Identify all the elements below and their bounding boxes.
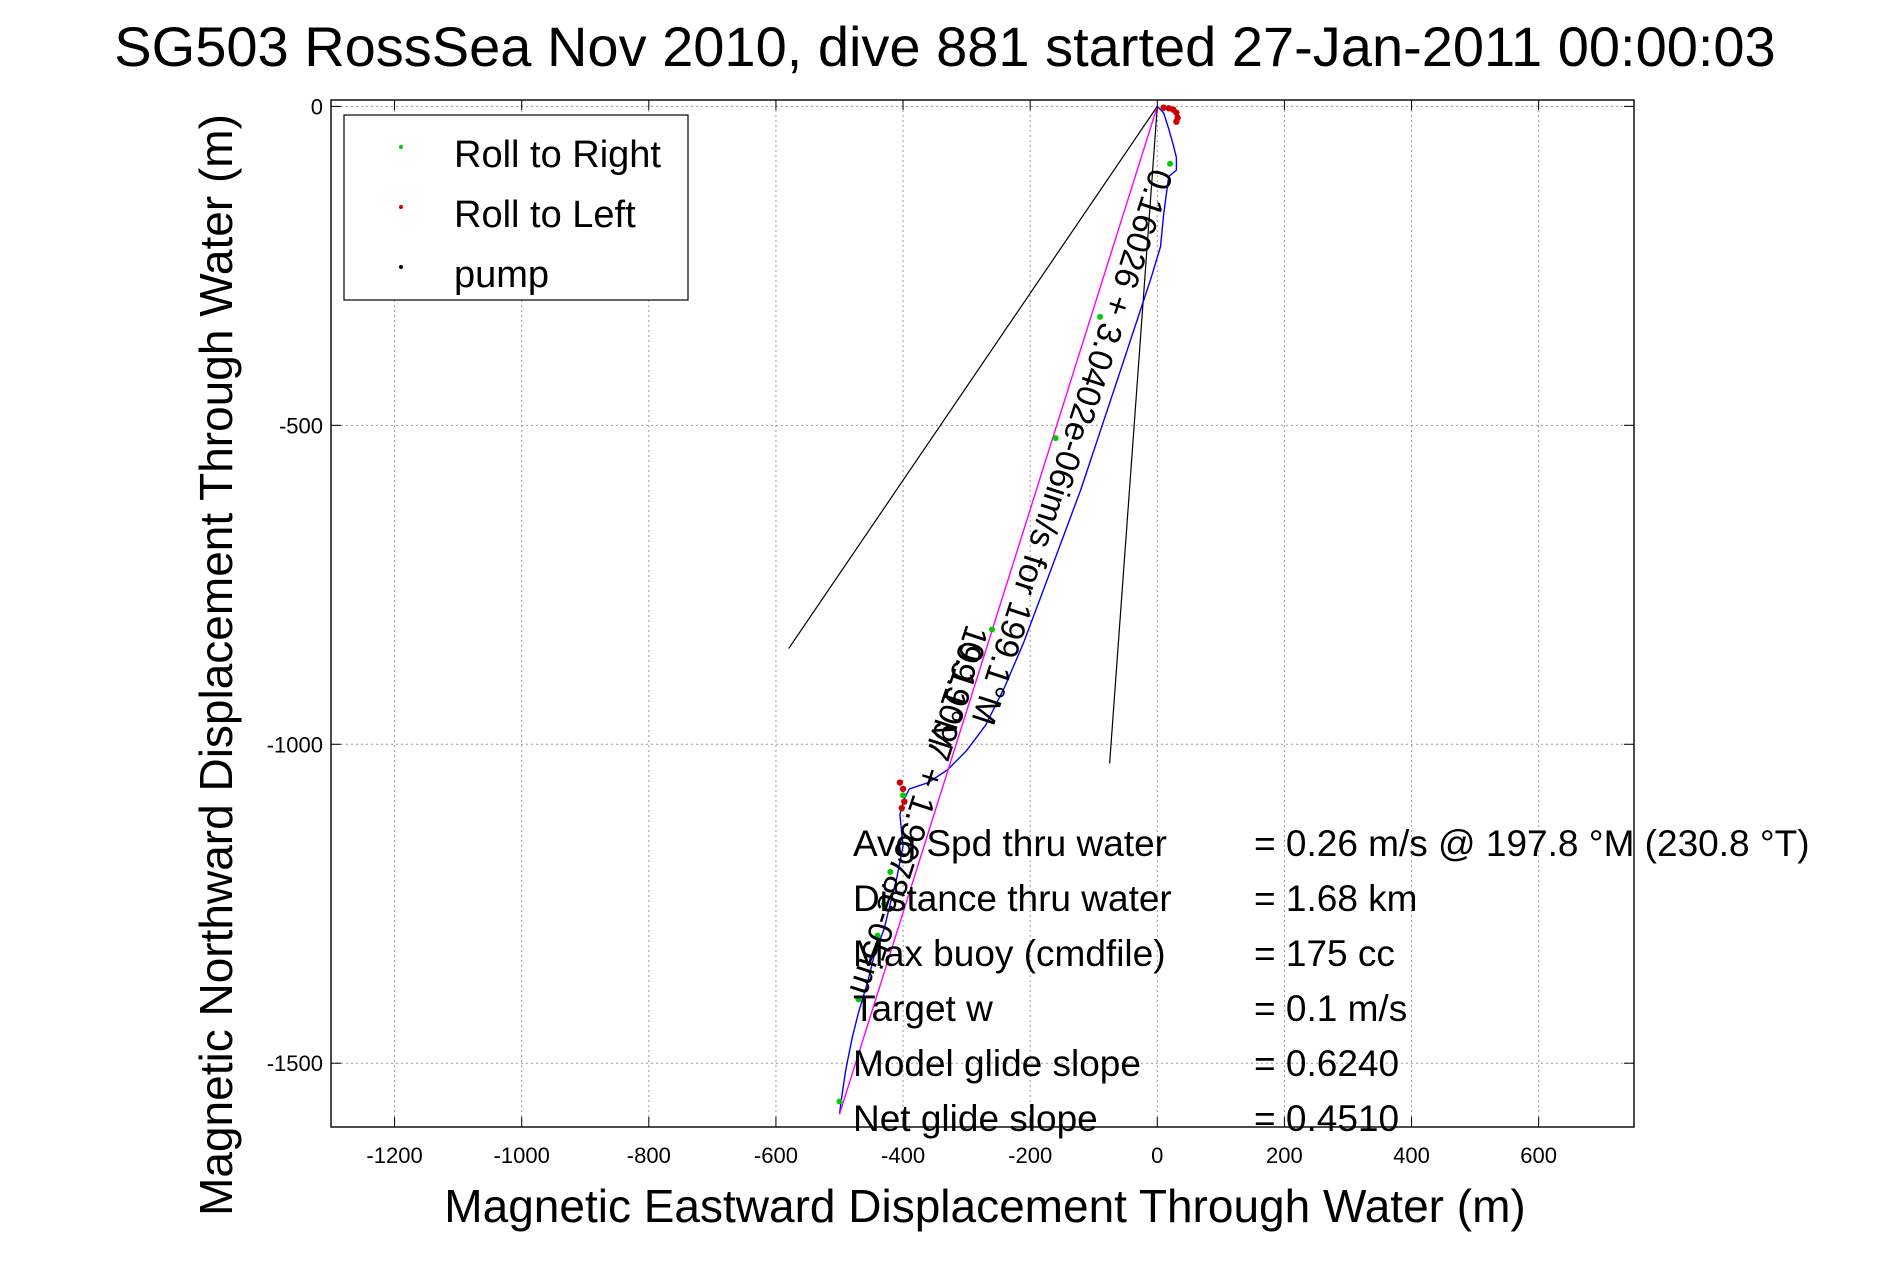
stat-value: = 1.68 km (1254, 878, 1418, 919)
roll-left-point (1173, 109, 1180, 116)
series-line (838, 105, 1178, 1115)
roll-left-point (898, 804, 905, 812)
y-tick-label: -1000 (267, 732, 323, 757)
roll-left-point (1160, 104, 1167, 111)
y-tick-label: -1500 (267, 1051, 323, 1076)
x-tick-label: 0 (1151, 1143, 1163, 1168)
legend-label: pump (454, 254, 549, 296)
x-tick-label: -800 (627, 1143, 671, 1168)
x-tick-label: 400 (1393, 1143, 1430, 1168)
stat-value: = 0.4510 (1254, 1098, 1399, 1139)
x-tick-label: -1200 (366, 1143, 422, 1168)
stat-label: Model glide slope (853, 1043, 1141, 1084)
x-axis-label: Magnetic Eastward Displacement Through W… (444, 1180, 1525, 1232)
roll-right-point (855, 996, 862, 1003)
plot-frame (330, 99, 1635, 1128)
roll-right-point (1097, 313, 1104, 320)
roll-right-point (1052, 435, 1059, 442)
roll-right-point (880, 900, 887, 907)
chart-title: SG503 RossSea Nov 2010, dive 881 started… (114, 15, 1775, 78)
heading-line (788, 106, 1158, 649)
roll-right-point (887, 868, 894, 875)
stat-value: = 0.26 m/s @ 197.8 °M (230.8 °T) (1254, 823, 1810, 864)
plot-area: -1200 -1000 -800 -600 -400 -200 0 200 400 600 0 -50… (267, 94, 1635, 1168)
x-tick-label: -200 (1008, 1143, 1052, 1168)
stat-label: Max buoy (cmdfile) (853, 933, 1166, 974)
stat-label: Avg Spd thru water (853, 823, 1167, 864)
stat-value: = 175 cc (1254, 933, 1395, 974)
legend-marker (399, 145, 403, 149)
roll-left-point (901, 798, 908, 805)
x-tick-label: 200 (1266, 1143, 1303, 1168)
roll-left-point (899, 785, 907, 793)
roll-right-point (900, 792, 907, 799)
x-tick-label: -600 (754, 1143, 798, 1168)
y-axis-label: Magnetic Northward Displacement Through … (190, 114, 242, 1216)
roll-right-point (874, 932, 881, 939)
roll-left-point (1173, 118, 1180, 125)
x-tick-label: 600 (1520, 1143, 1557, 1168)
stat-label: Target w (853, 988, 993, 1029)
roll-left-point (896, 779, 904, 786)
y-tick-label: -500 (279, 413, 323, 438)
roll-right-point (1167, 160, 1174, 167)
stat-value: = 0.6240 (1254, 1043, 1399, 1084)
stats-annotation: Avg Spd thru water = 0.26 m/s @ 197.8 °M … (853, 823, 1810, 1139)
legend: Roll to Right Roll to Left pump (343, 114, 689, 301)
roll-right-point (989, 626, 996, 633)
stat-value: = 0.1 m/s (1254, 988, 1407, 1029)
heading-line (1109, 106, 1158, 764)
legend-label: Roll to Right (454, 134, 661, 176)
stat-label: Net glide slope (853, 1098, 1098, 1139)
legend-marker (399, 205, 403, 209)
x-tick-label: -400 (881, 1143, 925, 1168)
series-line (838, 106, 1158, 1115)
stat-label: Distance thru water (853, 878, 1172, 919)
y-tick-label: 0 (311, 94, 323, 119)
legend-marker (399, 265, 403, 269)
legend-label: Roll to Left (454, 194, 636, 236)
roll-right-point (836, 1098, 843, 1105)
x-tick-label: -1000 (494, 1143, 550, 1168)
